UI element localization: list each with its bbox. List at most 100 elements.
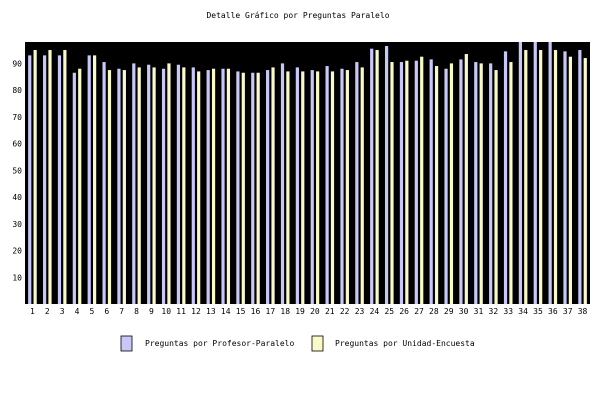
bar-profesor-30 [459,59,463,304]
bar-profesor-33 [503,51,508,304]
bar-profesor-25 [384,46,389,304]
bar-unidad-13 [211,68,216,304]
bar-unidad-15 [241,72,245,305]
bar-profesor-37 [563,51,567,304]
bar-profesor-11 [176,64,181,304]
legend-swatch-profesor [120,335,133,352]
y-tick-label: 90 [12,59,22,68]
bar-unidad-21 [330,71,335,304]
x-tick-label: 2 [45,307,50,316]
y-tick-label: 80 [12,86,22,95]
bar-profesor-26 [399,62,404,304]
x-tick-label: 6 [104,307,109,316]
x-tick-label: 32 [489,307,499,316]
x-tick-label: 8 [134,307,139,316]
bar-unidad-3 [63,50,67,304]
bar-unidad-6 [107,70,112,304]
bar-unidad-19 [301,71,305,304]
x-tick-label: 9 [149,307,154,316]
x-tick-label: 7 [119,307,124,316]
bar-unidad-14 [226,68,231,304]
y-tick-label: 10 [12,273,22,282]
bar-unidad-5 [93,55,97,305]
x-tick-label: 13 [206,307,216,316]
x-tick-label: 11 [176,307,186,316]
bar-unidad-12 [197,71,201,304]
bar-profesor-2 [43,55,47,305]
x-tick-label: 23 [355,307,365,316]
x-tick-label: 26 [399,307,409,316]
bar-profesor-12 [191,67,195,305]
legend: Preguntas por Profesor-Paralelo Pregunta… [120,335,475,352]
bar-unidad-24 [375,50,379,304]
bar-profesor-18 [280,63,285,304]
x-tick-label: 24 [370,307,380,316]
x-tick-label: 36 [548,307,558,316]
x-tick-label: 35 [533,307,543,316]
bar-profesor-29 [444,68,448,304]
bar-profesor-28 [429,59,433,304]
bar-unidad-25 [390,62,394,304]
bar-unidad-11 [182,67,186,305]
bar-profesor-16 [251,72,255,305]
x-tick-label: 18 [280,307,290,316]
x-tick-label: 25 [384,307,394,316]
bar-profesor-22 [340,68,344,304]
x-tick-label: 22 [340,307,350,316]
legend-label-profesor: Preguntas por Profesor-Paralelo [145,339,294,348]
bar-profesor-24 [370,48,374,305]
bar-profesor-19 [295,67,299,305]
bar-profesor-38 [578,50,582,304]
x-tick-label: 3 [60,307,65,316]
bar-unidad-1 [33,50,37,304]
x-tick-label: 33 [503,307,513,316]
bar-profesor-14 [221,68,225,304]
x-tick-label: 28 [429,307,439,316]
x-tick-label: 17 [266,307,276,316]
bar-unidad-17 [271,67,275,305]
bar-profesor-32 [489,63,493,304]
bar-profesor-7 [117,68,121,304]
legend-label-unidad: Preguntas por Unidad-Encuesta [335,339,475,348]
bar-profesor-10 [161,68,166,304]
bar-unidad-33 [509,62,513,304]
x-tick-label: 5 [89,307,94,316]
x-tick-label: 4 [75,307,80,316]
bar-profesor-3 [57,55,62,305]
bar-unidad-2 [48,50,52,304]
bar-unidad-31 [479,63,483,304]
bar-profesor-36 [548,42,552,304]
y-tick-label: 60 [12,140,22,149]
bar-unidad-23 [360,67,364,305]
x-tick-label: 21 [325,307,335,316]
y-tick-label: 50 [12,166,22,175]
bar-unidad-35 [539,50,543,304]
bar-unidad-34 [524,50,528,304]
x-tick-label: 31 [474,307,484,316]
bar-unidad-18 [286,71,290,304]
x-tick-label: 34 [518,307,528,316]
bar-profesor-6 [102,62,106,304]
bar-profesor-13 [206,70,210,304]
bar-unidad-10 [167,63,171,304]
y-tick-label: 30 [12,220,22,229]
bar-profesor-27 [414,60,418,305]
bar-unidad-32 [494,70,498,304]
bar-unidad-22 [345,70,349,304]
bar-profesor-1 [28,55,32,305]
bar-unidad-29 [449,63,454,304]
bar-profesor-34 [518,42,522,304]
x-tick-label: 12 [191,307,201,316]
x-tick-label: 38 [578,307,588,316]
bar-unidad-38 [583,58,587,304]
bar-unidad-9 [152,67,156,305]
bar-profesor-9 [147,64,151,304]
bar-profesor-15 [236,71,240,304]
bar-profesor-23 [355,62,359,304]
bar-unidad-37 [568,56,572,305]
y-tick-label: 20 [12,247,22,256]
x-tick-label: 19 [295,307,305,316]
chart-title: Detalle Gráfico por Preguntas Paralelo [206,11,389,20]
x-tick-label: 29 [444,307,454,316]
bar-profesor-31 [474,62,478,304]
